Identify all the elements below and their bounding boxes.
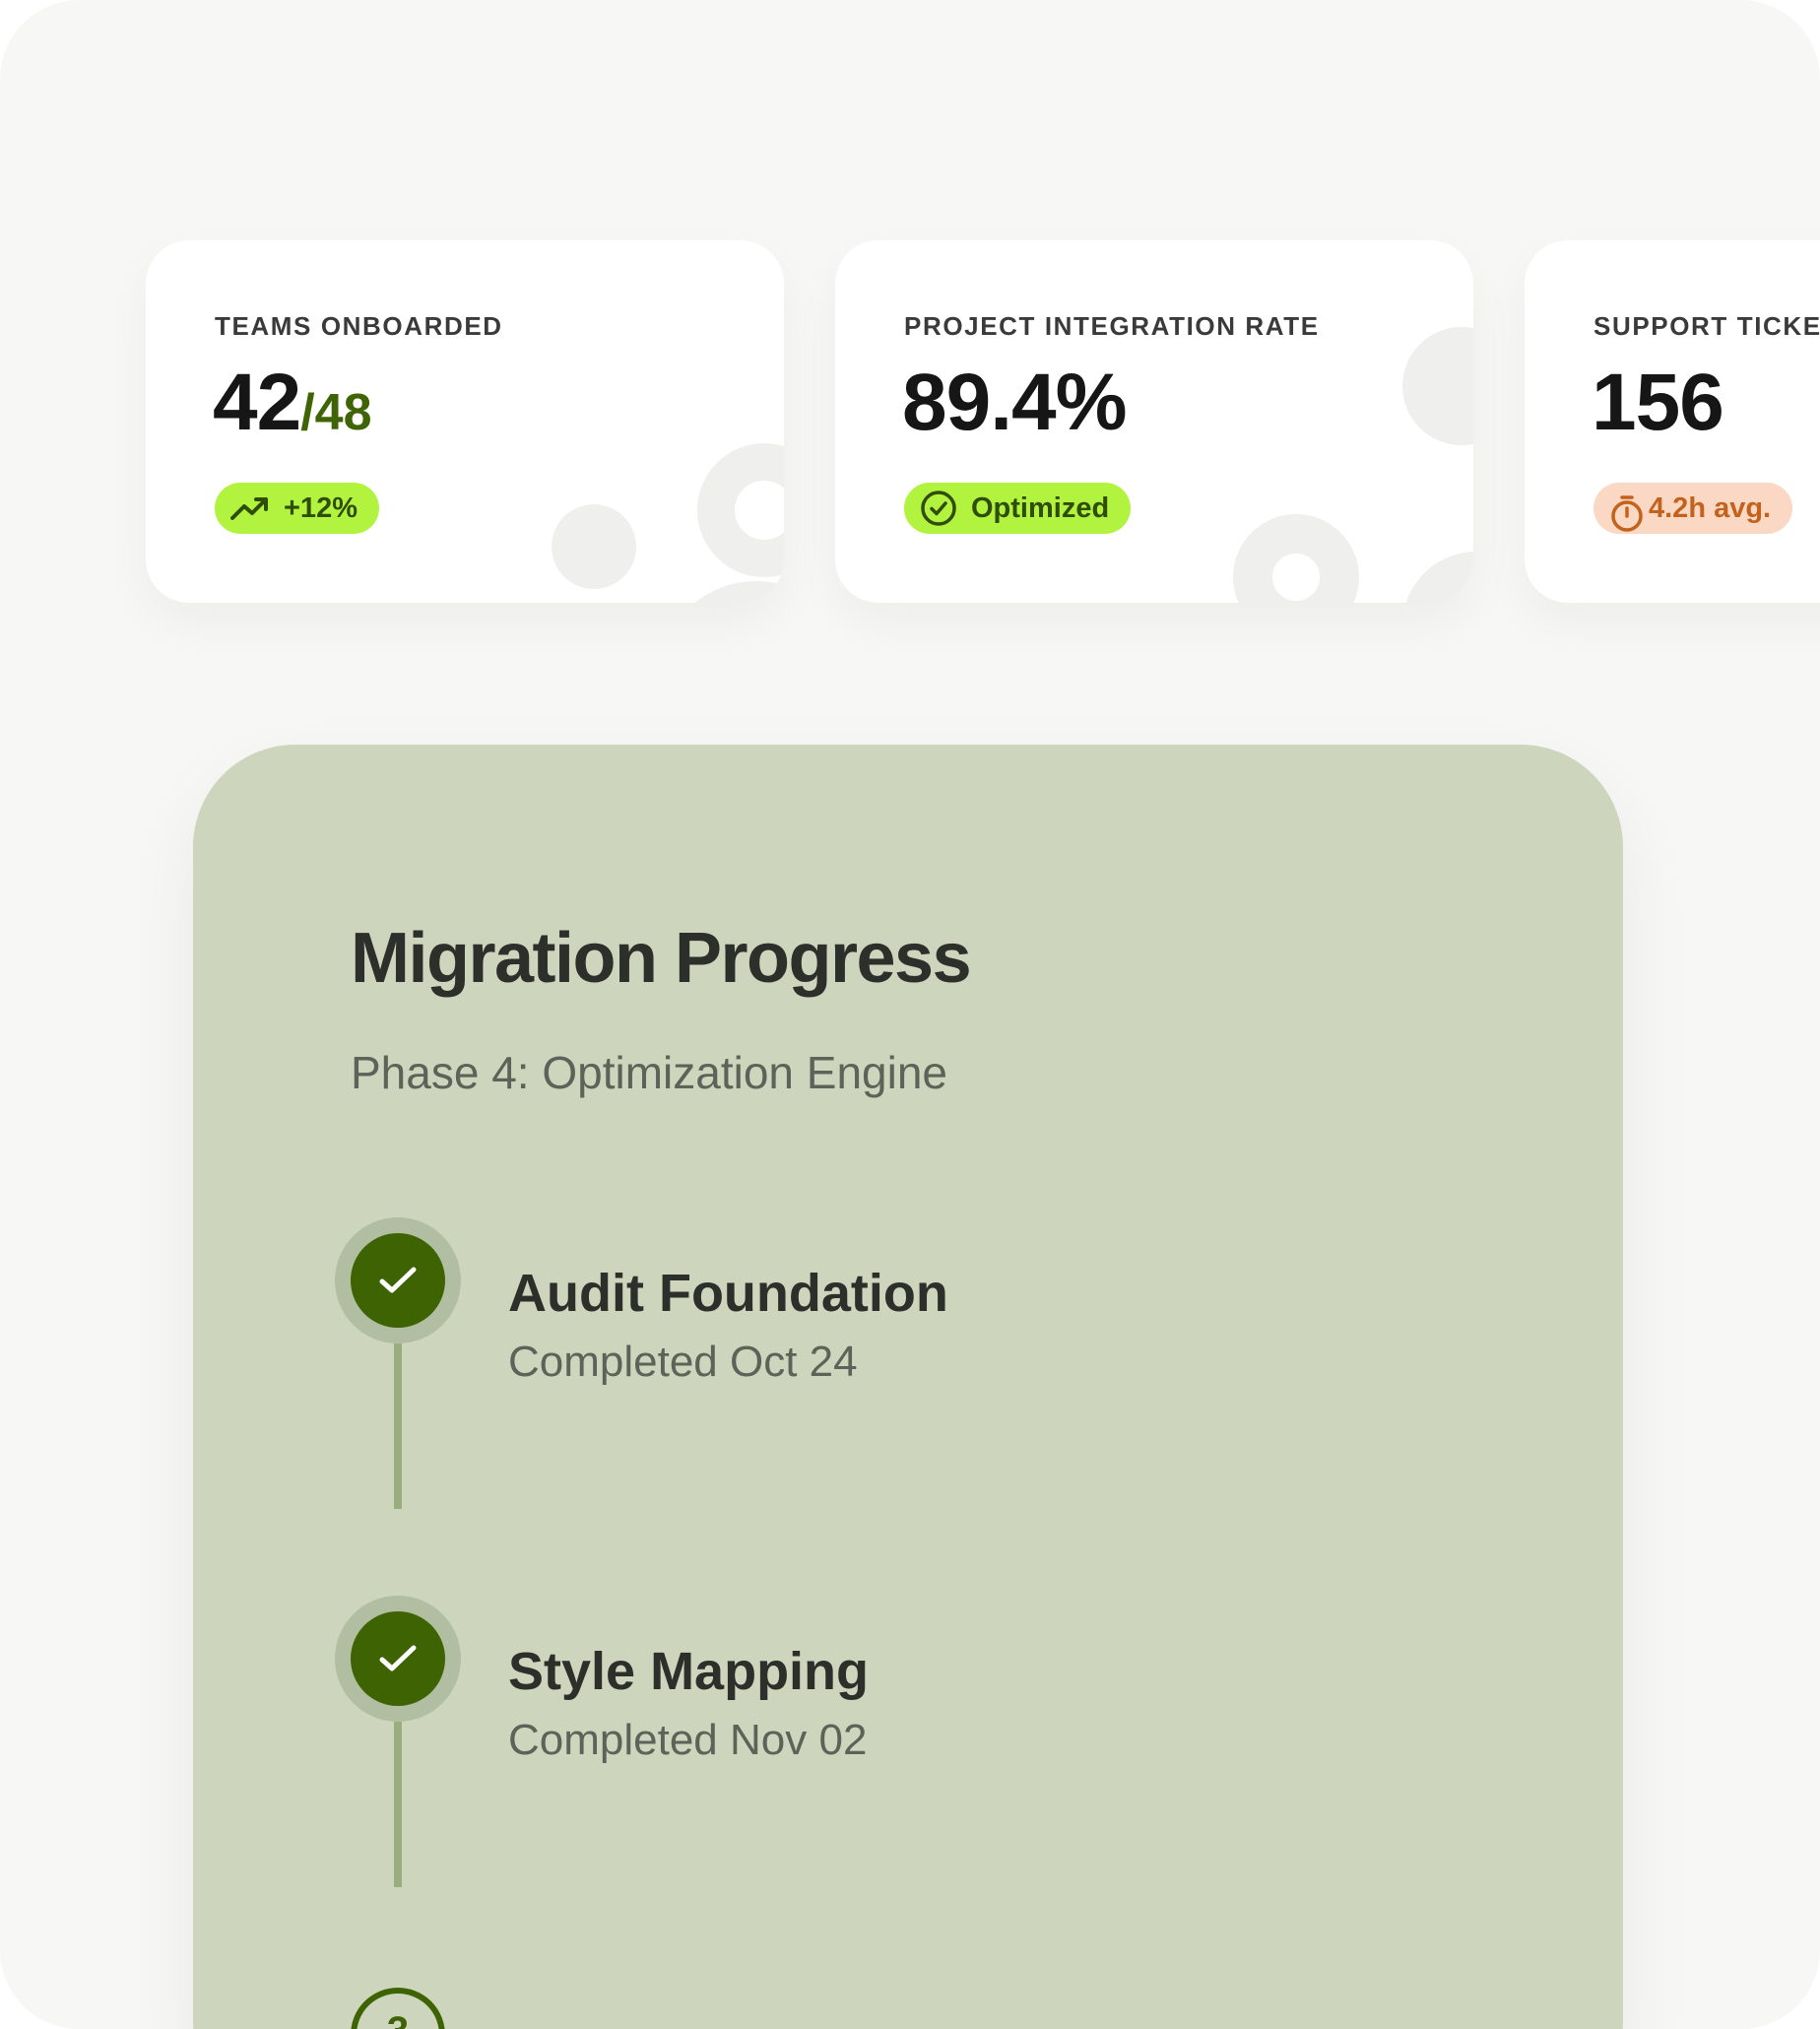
step-marker-pending: 3 xyxy=(351,1988,445,2029)
status-badge-text: Optimized xyxy=(971,491,1110,524)
decorative-circle xyxy=(1402,327,1473,445)
panel-subtitle: Phase 4: Optimization Engine xyxy=(351,1047,948,1098)
response-time-badge: 4.2h avg. xyxy=(1593,483,1793,534)
decorative-circle xyxy=(552,504,636,589)
stat-label: PROJECT INTEGRATION RATE xyxy=(904,311,1320,341)
stat-value: 89.4% xyxy=(902,358,1128,447)
growth-badge-text: +12% xyxy=(284,491,358,524)
stat-value: 42/48 xyxy=(213,357,372,449)
status-badge: Optimized xyxy=(904,483,1132,534)
stat-label: SUPPORT TICKETS xyxy=(1593,311,1820,341)
step-title: Audit Foundation xyxy=(508,1264,948,1323)
step-check xyxy=(351,1611,445,1706)
decorative-ring xyxy=(697,443,784,577)
stat-value: 156 xyxy=(1592,358,1724,447)
check-circle-icon xyxy=(921,491,956,526)
timeline-connector xyxy=(394,1722,402,1887)
step-check xyxy=(351,1233,445,1328)
step-date: Completed Nov 02 xyxy=(508,1716,868,1764)
stat-card-support-tickets[interactable]: SUPPORT TICKETS 156 4.2h avg. xyxy=(1525,240,1820,603)
stat-card-integration-rate[interactable]: PROJECT INTEGRATION RATE 89.4% Optimized xyxy=(835,240,1473,603)
growth-badge: +12% xyxy=(215,483,379,534)
decorative-circle xyxy=(1402,552,1473,603)
response-time-badge-text: 4.2h avg. xyxy=(1649,491,1772,524)
panel-title: Migration Progress xyxy=(351,919,972,998)
stat-value-total: /48 xyxy=(300,384,372,441)
migration-progress-panel: Migration Progress Phase 4: Optimization… xyxy=(193,745,1623,2029)
decorative-ring xyxy=(1233,514,1359,603)
stat-card-teams-onboarded[interactable]: TEAMS ONBOARDED 42/48 +12% xyxy=(146,240,784,603)
decorative-circle xyxy=(658,581,784,603)
trending-up-icon xyxy=(230,497,268,520)
checkmark-icon xyxy=(379,1267,417,1293)
timeline-connector xyxy=(394,1343,402,1509)
step-marker-completed xyxy=(335,1217,461,1343)
stat-label: TEAMS ONBOARDED xyxy=(215,311,503,341)
step-title: Style Mapping xyxy=(508,1642,870,1701)
step-marker-completed xyxy=(335,1596,461,1722)
checkmark-icon xyxy=(379,1645,417,1671)
stopwatch-icon xyxy=(1611,495,1643,532)
step-date: Completed Oct 24 xyxy=(508,1338,858,1386)
stat-value-main: 42 xyxy=(213,358,301,447)
